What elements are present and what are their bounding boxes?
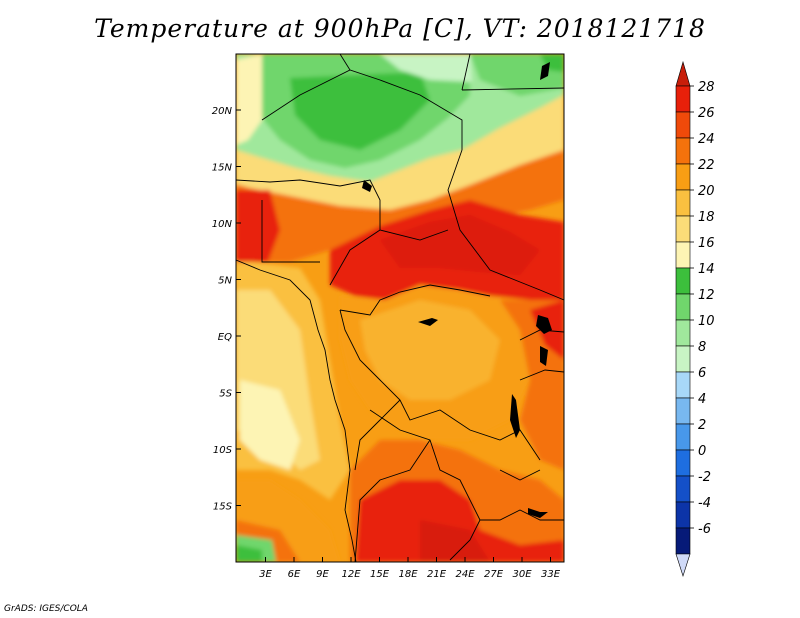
colorbar-label: -2 — [698, 470, 711, 485]
colorbar-segment — [675, 137, 691, 165]
colorbar-label: 8 — [698, 340, 706, 355]
lat-tick-label: 5S — [219, 389, 232, 400]
colorbar-top-arrow — [675, 60, 691, 87]
colorbar-label: 20 — [698, 184, 715, 199]
lat-tick-label: 10S — [213, 445, 233, 456]
colorbar-segment — [675, 371, 691, 399]
colorbar-segment — [675, 397, 691, 425]
colorbar-segment — [675, 345, 691, 373]
lon-tick-label: 6E — [288, 569, 301, 580]
colorbar-label: 12 — [698, 288, 715, 303]
longitude-ticks — [265, 557, 551, 562]
colorbar-segment — [675, 319, 691, 347]
lat-tick-label: EQ — [218, 332, 232, 343]
colorbar-label: 28 — [698, 80, 715, 95]
colorbar-label: 22 — [698, 158, 715, 173]
colorbar-label: 16 — [698, 236, 715, 251]
colorbar-label: 4 — [698, 392, 706, 407]
latitude-labels: 20N 15N 10N 5N EQ 5S 10S 15S — [212, 106, 233, 513]
lat-tick-label: 20N — [212, 106, 233, 117]
colorbar-segment — [675, 163, 691, 191]
colorbar-label: 0 — [698, 444, 706, 459]
lon-tick-label: 27E — [484, 569, 504, 580]
lat-tick-label: 15N — [212, 163, 233, 174]
colorbar-segment — [675, 111, 691, 139]
colorbar-segment — [675, 189, 691, 217]
colorbar-segment — [675, 215, 691, 243]
colorbar-segment — [675, 423, 691, 451]
colorbar-segment — [675, 501, 691, 529]
colorbar-segment — [675, 475, 691, 503]
temperature-field — [236, 54, 564, 562]
lon-tick-label: 33E — [541, 569, 561, 580]
country-borders — [236, 54, 564, 562]
lon-tick-label: 3E — [259, 569, 272, 580]
lon-tick-label: 9E — [316, 569, 329, 580]
lat-tick-label: 5N — [218, 276, 232, 287]
colorbar-label: -6 — [698, 522, 711, 537]
colorbar-segment — [675, 449, 691, 477]
latitude-ticks — [236, 109, 241, 506]
lon-tick-label: 24E — [455, 569, 475, 580]
map-title: Temperature at 900hPa [C], VT: 201812171… — [94, 14, 706, 43]
lon-tick-label: 21E — [427, 569, 447, 580]
colorbar-label: 14 — [698, 262, 715, 277]
lon-tick-label: 18E — [398, 569, 418, 580]
lakes — [362, 62, 552, 518]
colorbar-label: -4 — [698, 496, 711, 511]
colorbar-bottom-arrow — [675, 553, 691, 577]
colorbar-segment — [675, 241, 691, 269]
lon-tick-label: 12E — [341, 569, 361, 580]
colorbar-label: 18 — [698, 210, 715, 225]
lon-tick-label: 30E — [512, 569, 532, 580]
colorbar-segment — [675, 85, 691, 113]
plot-frame — [235, 53, 565, 563]
colorbar-label: 24 — [698, 132, 715, 147]
colorbar-segment — [675, 527, 691, 555]
colorbar-segment — [675, 267, 691, 295]
longitude-labels: 3E 6E 9E 12E 15E 18E 21E 24E 27E 30E 33E — [259, 569, 561, 580]
colorbar-label: 6 — [698, 366, 706, 381]
lon-tick-label: 15E — [370, 569, 390, 580]
credit-text: GrADS: IGES/COLA — [4, 604, 88, 614]
colorbar-label: 26 — [698, 106, 715, 121]
colorbar-label: 10 — [698, 314, 715, 329]
lat-tick-label: 10N — [212, 219, 233, 230]
colorbar-segment — [675, 293, 691, 321]
colorbar-label: 2 — [698, 418, 706, 433]
lat-tick-label: 15S — [213, 502, 233, 513]
